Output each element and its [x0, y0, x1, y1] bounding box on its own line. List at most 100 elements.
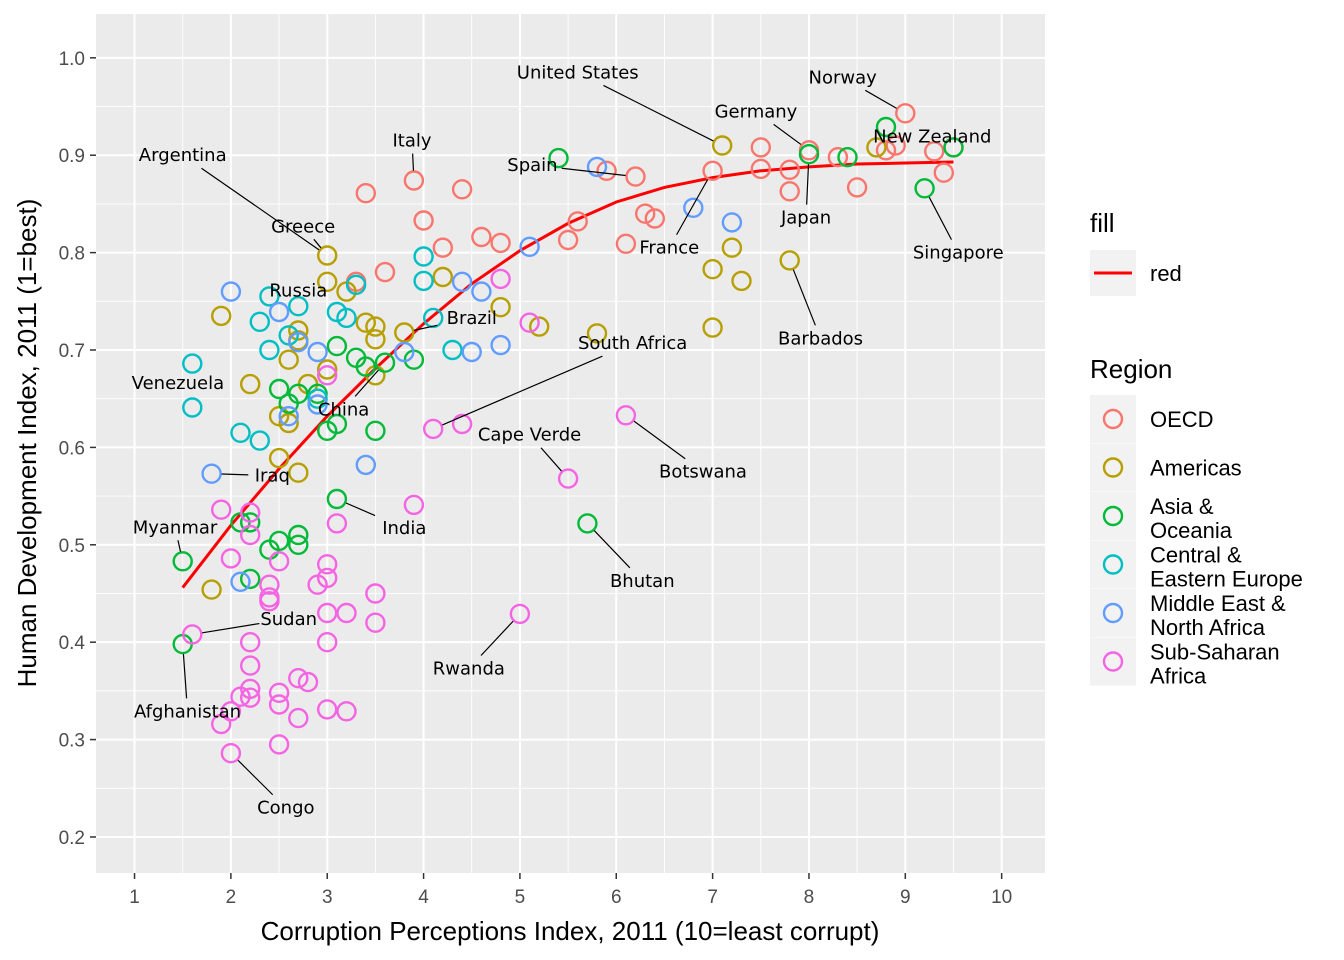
point	[307, 574, 328, 595]
annotation-label: Barbados	[778, 328, 863, 349]
point	[317, 699, 338, 720]
point	[230, 571, 251, 592]
point	[413, 270, 434, 292]
legend-key-point	[1102, 602, 1124, 624]
annotation-label: Bhutan	[610, 571, 675, 592]
x-axis-title: Corruption Perceptions Index, 2011 (10=l…	[261, 916, 880, 946]
point	[336, 602, 357, 624]
y-tick-label: 0.9	[59, 146, 85, 167]
point	[268, 406, 290, 427]
legend-region-label-line: Central &	[1150, 543, 1242, 568]
point	[471, 226, 492, 248]
annotation-label: Venezuela	[132, 373, 224, 394]
point	[413, 210, 434, 231]
point	[615, 405, 637, 426]
point	[259, 339, 280, 361]
legend-region-label: Americas	[1150, 456, 1242, 481]
point	[288, 320, 309, 341]
point	[182, 397, 203, 418]
point	[307, 388, 328, 409]
point	[355, 182, 376, 204]
legend-fill-title: fill	[1090, 208, 1115, 238]
point	[586, 323, 608, 344]
legend-key-point	[1102, 457, 1124, 478]
point	[644, 208, 665, 229]
legend-region-title: Region	[1090, 354, 1172, 384]
point	[557, 468, 579, 489]
point	[239, 655, 261, 676]
point	[731, 270, 752, 292]
y-tick-label: 0.4	[59, 633, 86, 654]
point	[297, 671, 319, 693]
point	[220, 743, 242, 764]
annotation-leader	[182, 654, 188, 699]
point	[268, 447, 290, 469]
point	[172, 551, 193, 572]
point	[779, 181, 800, 202]
point	[403, 170, 425, 191]
annotation-label: Singapore	[913, 243, 1004, 264]
point	[268, 551, 290, 572]
point	[875, 116, 897, 138]
point	[586, 156, 608, 178]
annotation-leader	[792, 269, 816, 326]
x-tick-label: 10	[991, 887, 1012, 908]
point	[596, 160, 617, 182]
annotation-label: Afghanistan	[134, 701, 241, 722]
annotation-label: India	[382, 518, 426, 539]
point	[239, 373, 261, 395]
point	[721, 237, 743, 258]
point	[307, 383, 328, 404]
annotation-label: China	[318, 399, 369, 420]
point	[239, 568, 261, 590]
point	[326, 301, 348, 323]
point	[779, 250, 800, 271]
point	[721, 212, 743, 233]
annotation-label: Germany	[715, 101, 798, 122]
point	[471, 281, 492, 302]
point	[278, 349, 299, 370]
point	[461, 341, 482, 363]
point	[288, 296, 309, 317]
point	[885, 135, 906, 156]
point	[557, 229, 579, 251]
point	[268, 682, 290, 703]
annotation-leader	[237, 759, 274, 796]
point	[846, 177, 868, 198]
annotation-label: Sudan	[260, 609, 317, 630]
legend-region-label: Sub-Saharan Africa	[1150, 640, 1280, 689]
point	[317, 602, 338, 624]
point	[509, 603, 531, 625]
major-grid-lines	[96, 14, 1045, 873]
point	[220, 701, 242, 722]
y-axis: 0.2 0.3 0.4 0.5 0.6 0.7 0.8 0.9 1.0	[59, 49, 96, 849]
annotation-leader	[221, 473, 249, 476]
annotation-label: France	[639, 238, 699, 259]
point	[355, 312, 376, 333]
annotation-leader	[345, 502, 376, 517]
point	[933, 162, 954, 183]
point	[712, 135, 733, 156]
point	[249, 311, 270, 332]
point	[413, 246, 434, 267]
point	[210, 713, 232, 735]
point	[288, 707, 309, 729]
point	[394, 322, 415, 343]
point	[201, 579, 222, 600]
annotation-label: Spain	[507, 155, 557, 176]
point	[201, 463, 222, 484]
point	[490, 232, 511, 254]
legend-region-label-line: Middle East &	[1150, 591, 1286, 616]
point	[577, 513, 598, 534]
legend-key-point	[1102, 651, 1124, 672]
x-tick-label: 8	[804, 887, 815, 908]
point	[683, 197, 704, 219]
y-tick-label: 0.6	[59, 438, 85, 459]
y-tick-label: 0.5	[59, 536, 85, 557]
point	[365, 329, 386, 350]
point	[837, 146, 858, 168]
annotation-label: Greece	[271, 216, 335, 237]
annotation-label: Japan	[780, 208, 831, 229]
annotation-label: South Africa	[578, 333, 687, 354]
annotation-leader	[412, 153, 415, 171]
